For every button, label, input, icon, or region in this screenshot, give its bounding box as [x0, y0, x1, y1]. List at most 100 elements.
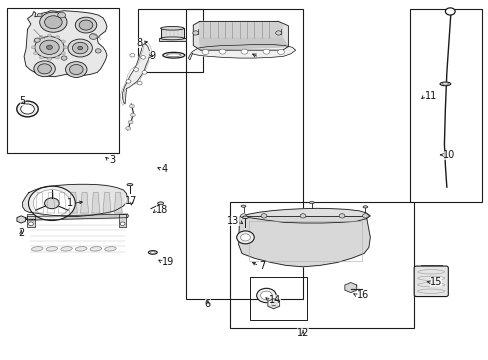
Circle shape [263, 49, 269, 54]
Circle shape [34, 38, 40, 42]
Circle shape [130, 53, 135, 57]
Polygon shape [199, 22, 282, 39]
Polygon shape [267, 299, 279, 309]
Polygon shape [103, 193, 111, 213]
Bar [138, 9, 203, 72]
Circle shape [56, 36, 60, 39]
Ellipse shape [441, 83, 447, 85]
Ellipse shape [160, 37, 183, 40]
Polygon shape [26, 214, 128, 220]
Text: 10: 10 [443, 150, 455, 160]
Ellipse shape [166, 54, 181, 57]
Polygon shape [22, 184, 127, 217]
Circle shape [65, 62, 87, 77]
Circle shape [40, 36, 43, 39]
Bar [160, 28, 183, 39]
Circle shape [47, 34, 51, 37]
Text: 7: 7 [259, 261, 265, 271]
Polygon shape [47, 193, 55, 213]
Polygon shape [58, 193, 66, 213]
Text: 12: 12 [296, 328, 308, 338]
Ellipse shape [242, 216, 248, 219]
Bar [420, 265, 441, 269]
Bar [119, 214, 126, 226]
Circle shape [445, 8, 454, 15]
Circle shape [40, 12, 67, 32]
Polygon shape [69, 193, 77, 213]
Polygon shape [81, 193, 88, 213]
Circle shape [40, 40, 59, 54]
Polygon shape [122, 44, 149, 104]
Polygon shape [238, 217, 369, 267]
Circle shape [46, 45, 52, 49]
Circle shape [95, 49, 101, 53]
Circle shape [241, 49, 247, 54]
Circle shape [28, 222, 33, 226]
Circle shape [31, 46, 35, 49]
Circle shape [120, 222, 125, 226]
Text: 13: 13 [227, 216, 239, 226]
Circle shape [202, 49, 208, 54]
Text: 1: 1 [66, 198, 73, 208]
Text: 11: 11 [424, 91, 436, 101]
Text: 8: 8 [136, 38, 142, 48]
Circle shape [277, 49, 284, 54]
Circle shape [28, 186, 75, 221]
Circle shape [17, 101, 38, 117]
Circle shape [89, 34, 97, 40]
Circle shape [68, 39, 92, 57]
Circle shape [44, 16, 62, 29]
Circle shape [128, 120, 133, 124]
Circle shape [40, 56, 43, 59]
Circle shape [75, 17, 97, 33]
Bar [158, 38, 185, 41]
Ellipse shape [241, 205, 245, 207]
Circle shape [34, 52, 38, 55]
Text: 6: 6 [204, 299, 210, 309]
Circle shape [69, 64, 83, 75]
Circle shape [141, 55, 145, 59]
Circle shape [63, 46, 67, 49]
Text: 3: 3 [109, 155, 115, 165]
Polygon shape [193, 22, 288, 50]
Circle shape [240, 234, 250, 241]
Circle shape [34, 61, 55, 77]
Ellipse shape [61, 247, 72, 251]
Circle shape [72, 42, 88, 54]
Circle shape [20, 104, 34, 114]
Bar [6, 8, 119, 153]
Circle shape [61, 56, 67, 60]
Polygon shape [188, 44, 295, 60]
Polygon shape [24, 11, 107, 77]
Circle shape [362, 214, 367, 218]
Bar [409, 9, 482, 202]
Polygon shape [239, 208, 369, 223]
Circle shape [256, 288, 276, 303]
Ellipse shape [362, 206, 367, 208]
Text: 17: 17 [125, 196, 137, 206]
Ellipse shape [163, 52, 184, 58]
Circle shape [261, 214, 266, 218]
Circle shape [44, 198, 59, 209]
Text: 16: 16 [356, 291, 368, 301]
Circle shape [300, 214, 305, 218]
Text: 19: 19 [161, 257, 174, 267]
Circle shape [130, 113, 135, 117]
FancyBboxPatch shape [413, 266, 447, 297]
Ellipse shape [31, 247, 43, 251]
Circle shape [271, 302, 276, 306]
Circle shape [58, 12, 65, 18]
Circle shape [134, 68, 139, 71]
Circle shape [38, 64, 51, 74]
Circle shape [126, 80, 131, 83]
Circle shape [61, 40, 65, 43]
Ellipse shape [160, 27, 183, 30]
Bar [250, 277, 306, 320]
Circle shape [34, 40, 38, 43]
Text: 2: 2 [18, 228, 24, 238]
Bar [185, 9, 303, 299]
Ellipse shape [150, 252, 155, 253]
Text: 14: 14 [268, 295, 281, 305]
Ellipse shape [127, 184, 133, 186]
Polygon shape [17, 216, 25, 223]
